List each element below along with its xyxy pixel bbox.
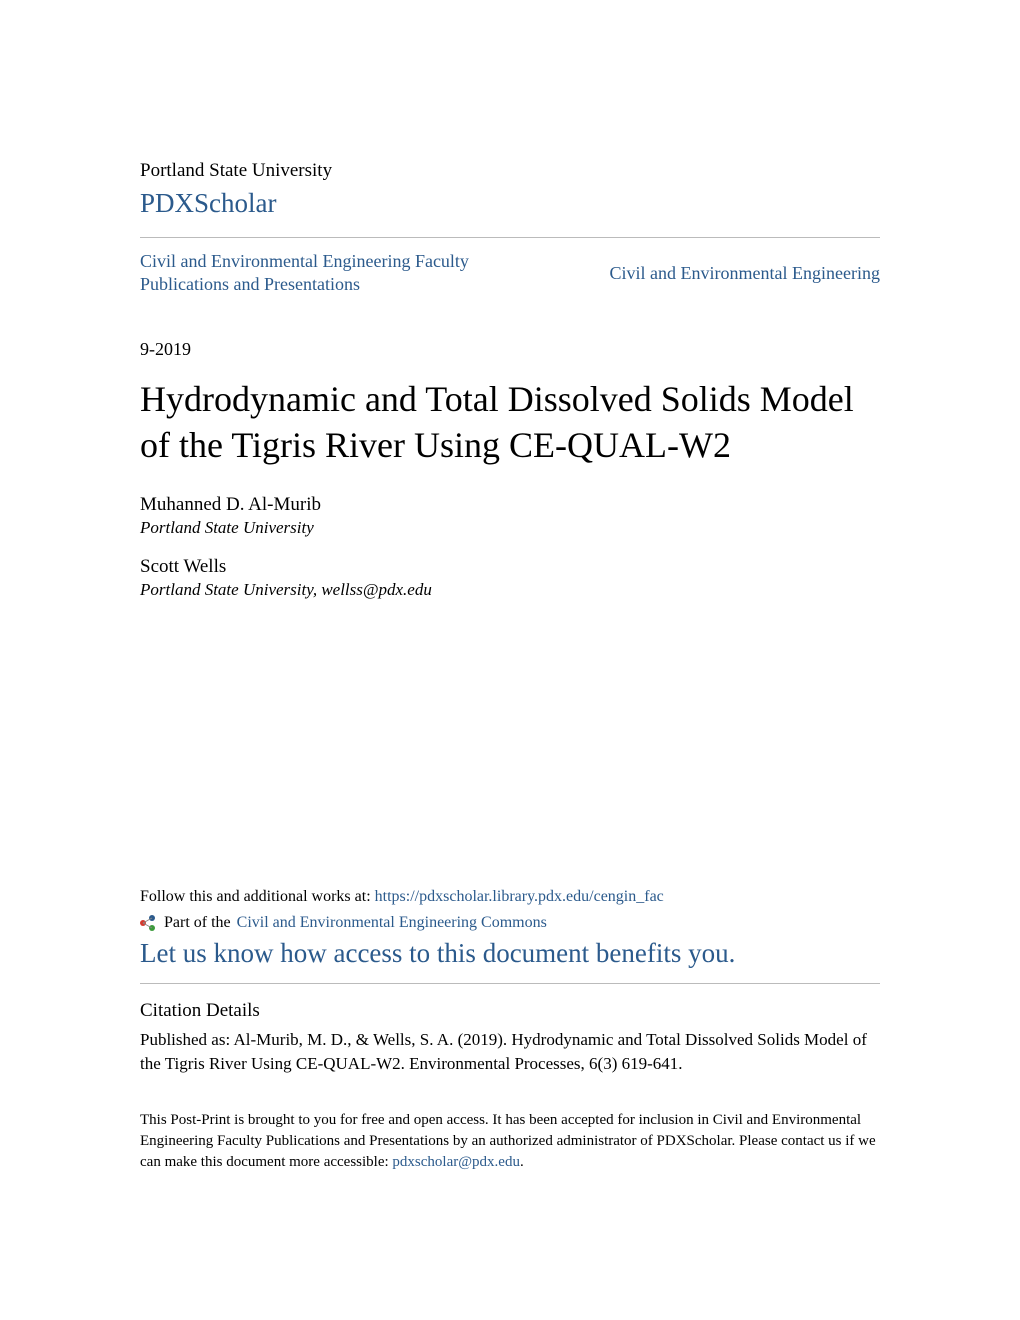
footer-note: This Post-Print is brought to you for fr… [140, 1110, 880, 1173]
vertical-spacer [140, 618, 880, 888]
document-title: Hydrodynamic and Total Dissolved Solids … [140, 376, 880, 468]
author-name: Muhanned D. Al-Murib [140, 494, 880, 516]
author-block: Muhanned D. Al-Murib Portland State Univ… [140, 494, 880, 538]
publication-date: 9-2019 [140, 339, 880, 360]
follow-label: Follow this and additional works at: [140, 888, 375, 905]
author-affiliation: Portland State University [140, 518, 880, 538]
citation-heading: Citation Details [140, 1000, 880, 1022]
commons-label: Part of the [164, 914, 231, 932]
nav-row: Civil and Environmental Engineering Facu… [140, 238, 880, 311]
institution-name: Portland State University [140, 160, 880, 182]
follow-line: Follow this and additional works at: htt… [140, 888, 880, 906]
footer-email-link[interactable]: pdxscholar@pdx.edu [392, 1154, 520, 1170]
department-link-wrapper: Civil and Environmental Engineering [610, 263, 880, 284]
author-name: Scott Wells [140, 556, 880, 578]
department-link[interactable]: Civil and Environmental Engineering [610, 263, 880, 283]
collection-link-wrapper: Civil and Environmental Engineering Facu… [140, 250, 547, 297]
author-block: Scott Wells Portland State University, w… [140, 556, 880, 600]
network-icon [140, 914, 158, 932]
commons-row: Part of the Civil and Environmental Engi… [140, 914, 880, 932]
footer-suffix: . [520, 1154, 524, 1170]
commons-link[interactable]: Civil and Environmental Engineering Comm… [237, 914, 547, 932]
repository-name: PDXScholar [140, 188, 880, 219]
benefits-link[interactable]: Let us know how access to this document … [140, 938, 880, 969]
repository-link[interactable]: PDXScholar [140, 188, 277, 218]
follow-url-link[interactable]: https://pdxscholar.library.pdx.edu/cengi… [375, 888, 664, 905]
mid-divider [140, 983, 880, 984]
citation-body: Published as: Al-Murib, M. D., & Wells, … [140, 1028, 880, 1076]
author-affiliation: Portland State University, wellss@pdx.ed… [140, 580, 880, 600]
collection-link[interactable]: Civil and Environmental Engineering Facu… [140, 251, 469, 294]
